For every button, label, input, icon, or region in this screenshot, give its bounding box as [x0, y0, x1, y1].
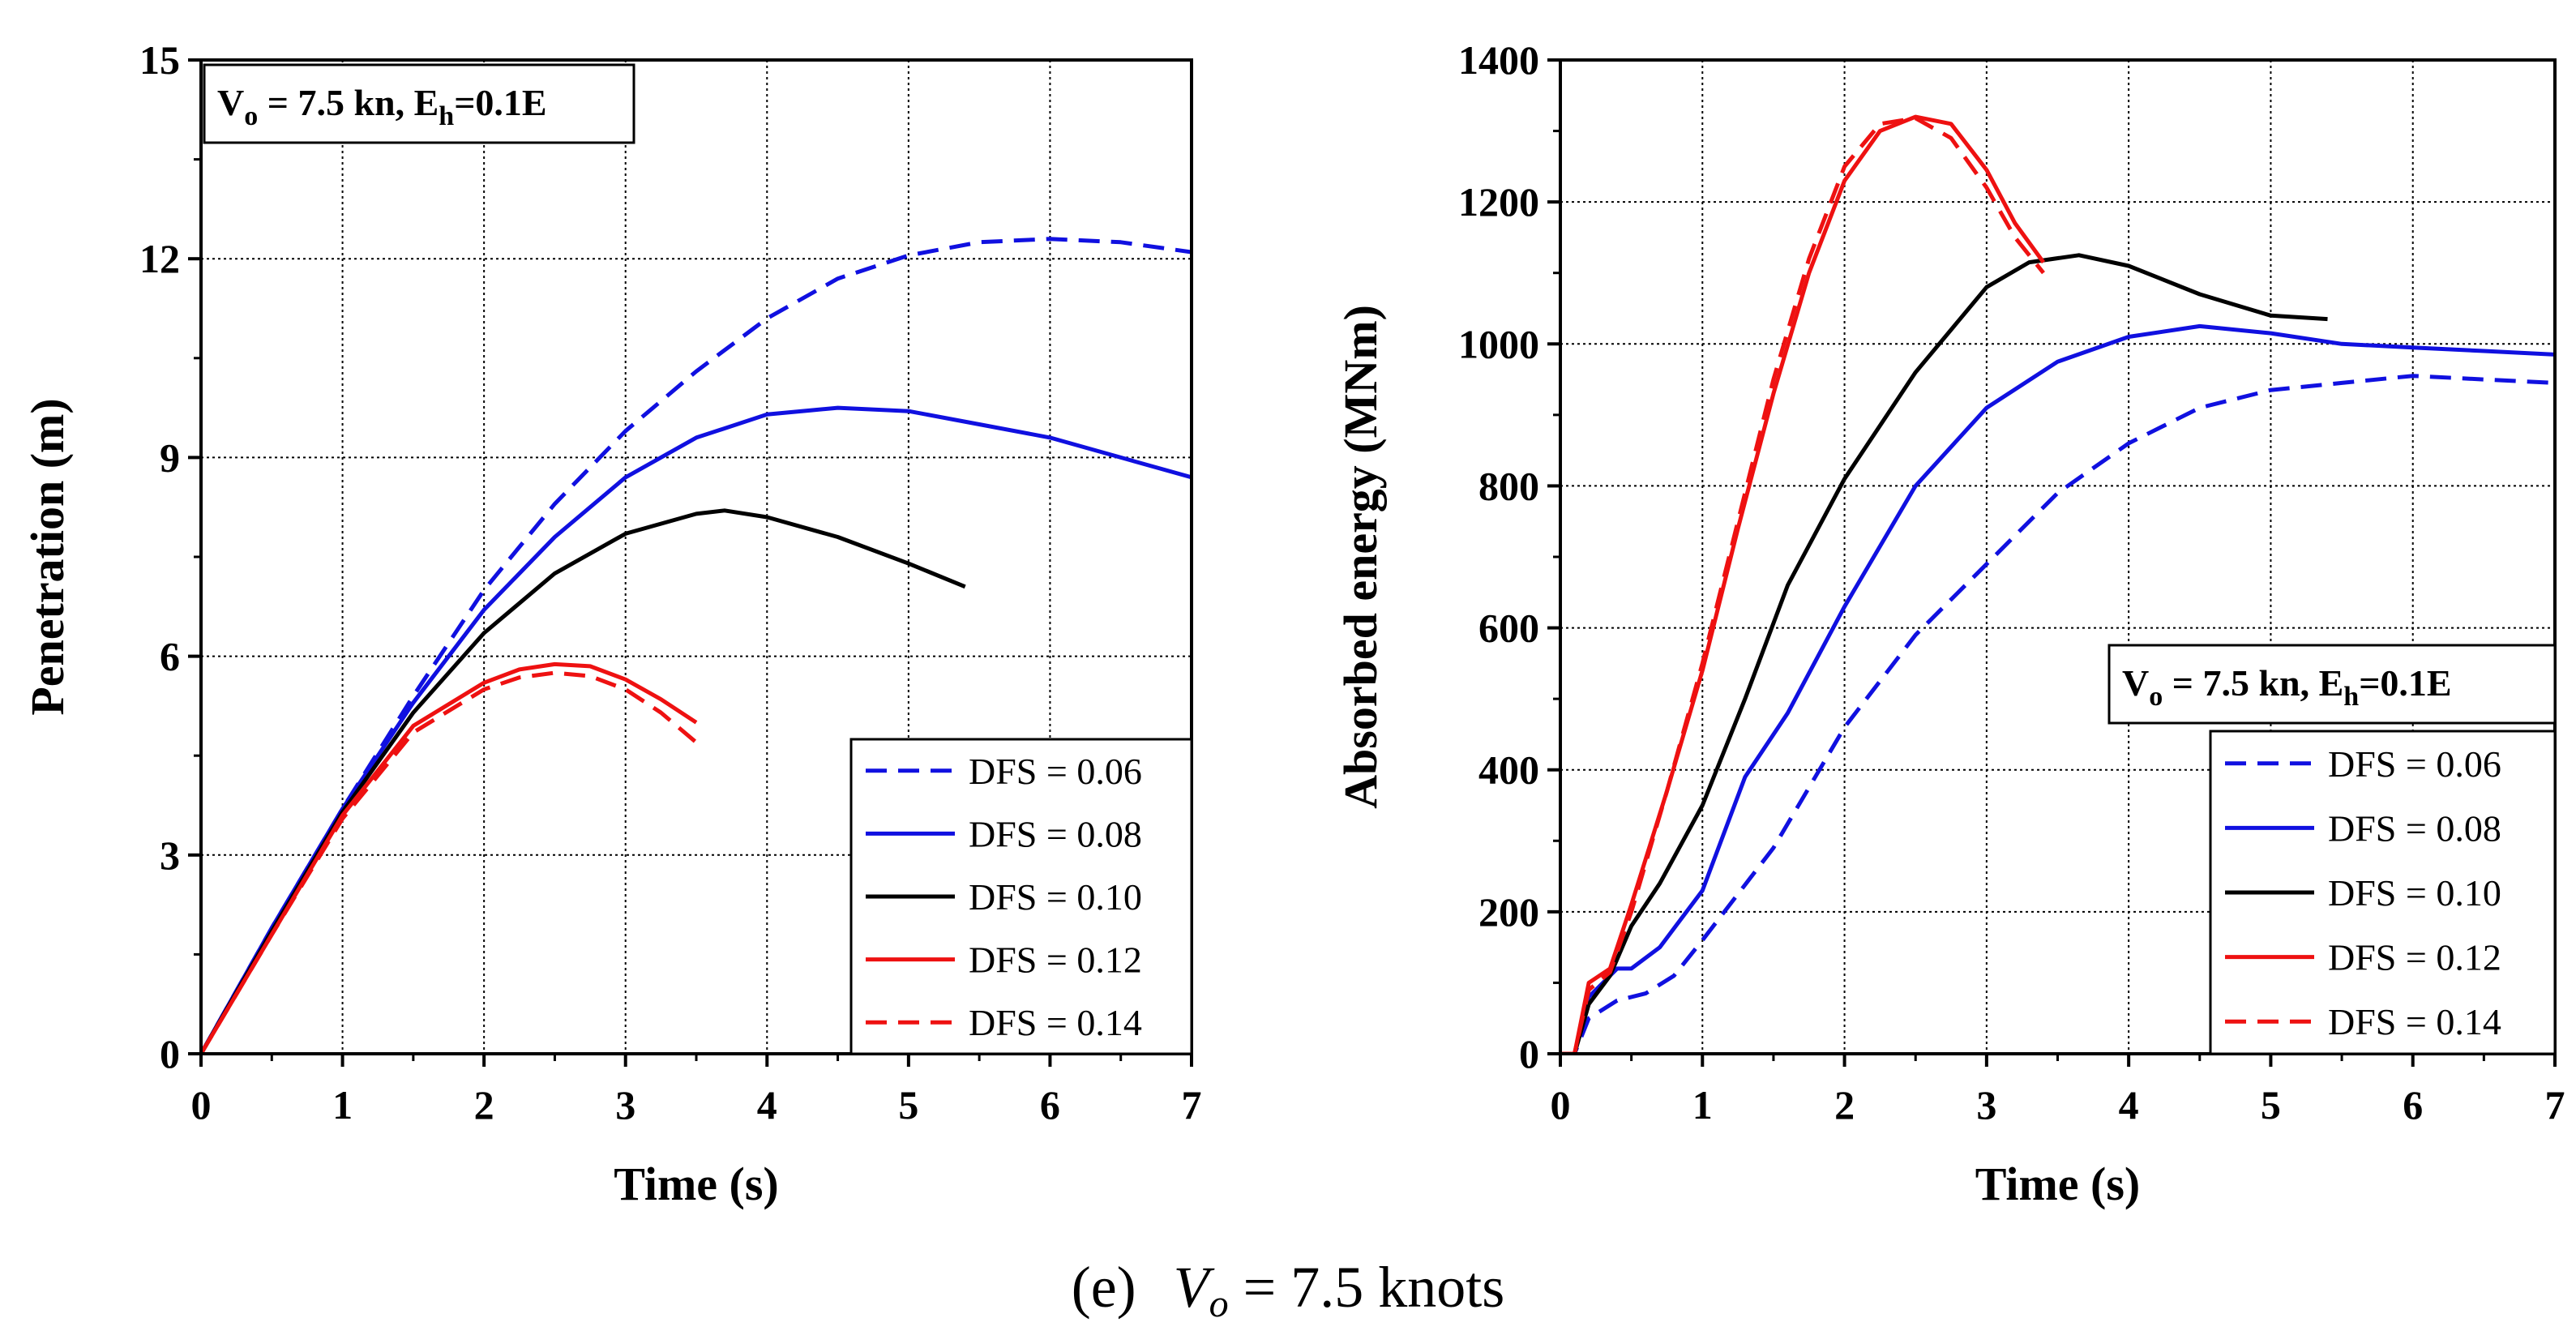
caption-value: = 7.5 knots: [1229, 1255, 1505, 1320]
plot-frame: [199, 58, 1193, 1055]
annotation-speed: = 7.5 kn, E: [2163, 662, 2343, 704]
y-tick-label: 600: [1478, 606, 1539, 651]
y-tick-label: 0: [1519, 1031, 1539, 1076]
y-tick-label: 9: [160, 434, 180, 480]
legend-entry-4: DFS = 0.12: [969, 939, 1142, 981]
x-tick-label: 6: [1040, 1082, 1060, 1128]
annotation-subscript-o: o: [2149, 682, 2163, 712]
y-tick-label: 200: [1478, 889, 1539, 935]
x-axis-label: Time (s): [614, 1158, 779, 1210]
series-line-3: [201, 508, 966, 1054]
x-tick-label: 5: [2261, 1082, 2281, 1128]
annotation-speed: = 7.5 kn, E: [258, 82, 439, 123]
x-tick-label: 3: [1976, 1082, 1996, 1128]
x-tick-label: 2: [474, 1082, 494, 1128]
series-line-1: [1560, 374, 2555, 1054]
series-line-5: [1560, 116, 2045, 1054]
x-tick-label: 7: [1182, 1082, 1202, 1128]
x-tick-label: 0: [1551, 1082, 1571, 1128]
series-line-3: [1560, 253, 2328, 1054]
legend-entry-2: DFS = 0.08: [2328, 807, 2501, 849]
series-line-2: [201, 405, 1192, 1054]
annotation-energy: =0.1E: [454, 82, 546, 123]
x-tick-label: 5: [898, 1082, 918, 1128]
absorbed-energy-chart: 0 1 2 3 4 5 6 7 0 200 400 600 800 1000 1200 1400 Time (s…: [1334, 37, 2565, 1210]
y-tick-label: 0: [160, 1031, 180, 1076]
caption-variable: V: [1174, 1255, 1215, 1320]
annotation-subscript-h: h: [2343, 682, 2359, 712]
y-tick-label: 400: [1478, 747, 1539, 793]
plot-frame: [1559, 58, 2557, 1055]
x-axis-label: Time (s): [1975, 1158, 2141, 1210]
y-tick-label: 12: [139, 236, 180, 281]
y-tick-label: 3: [160, 832, 180, 878]
y-tick-label: 1000: [1458, 321, 1539, 366]
caption-label: (e): [1072, 1255, 1136, 1320]
legend-entry-5: DFS = 0.14: [2328, 1001, 2501, 1042]
x-tick-label: 4: [2119, 1082, 2139, 1128]
annotation-variable: V: [217, 82, 244, 123]
y-axis-label: Penetration (m): [21, 398, 74, 715]
series-line-5: [201, 670, 698, 1054]
legend-entry-3: DFS = 0.10: [2328, 872, 2501, 914]
y-tick-label: 15: [139, 37, 180, 83]
legend-entry-5: DFS = 0.14: [969, 1002, 1142, 1043]
y-tick-label: 1400: [1458, 37, 1539, 83]
figure-caption: (e) Vo = 7.5 knots: [1072, 1255, 1505, 1325]
annotation-text: Vo = 7.5 kn, Eh=0.1E: [2122, 662, 2452, 712]
legend-entry-3: DFS = 0.10: [969, 876, 1142, 918]
x-tick-label: 6: [2403, 1082, 2423, 1128]
annotation-text: Vo = 7.5 kn, Eh=0.1E: [217, 82, 547, 131]
annotation-box: [2107, 644, 2557, 725]
x-tick-label: 2: [1834, 1082, 1855, 1128]
annotation-variable: V: [2122, 662, 2149, 704]
series-line-4: [201, 661, 698, 1054]
y-axis-label: Absorbed energy (MNm): [1334, 305, 1387, 809]
series-line-4: [1560, 114, 2046, 1054]
y-tick-label: 6: [160, 634, 180, 679]
annotation-subscript-o: o: [244, 101, 258, 131]
x-tick-label: 7: [2545, 1082, 2565, 1128]
annotation-subscript-h: h: [439, 101, 454, 131]
legend-entry-2: DFS = 0.08: [969, 813, 1142, 854]
x-tick-label: 0: [191, 1082, 212, 1128]
x-tick-label: 1: [332, 1082, 353, 1128]
x-tick-label: 4: [757, 1082, 777, 1128]
x-tick-label: 1: [1692, 1082, 1713, 1128]
legend-entry-4: DFS = 0.12: [2328, 937, 2501, 978]
y-tick-label: 1200: [1458, 179, 1539, 225]
legend-entry-1: DFS = 0.06: [969, 751, 1142, 792]
annotation-box: [203, 63, 635, 144]
annotation-energy: =0.1E: [2359, 662, 2451, 704]
y-tick-label: 800: [1478, 463, 1539, 508]
legend-entry-1: DFS = 0.06: [2328, 743, 2501, 785]
caption-variable-subscript: o: [1209, 1282, 1229, 1325]
x-tick-label: 3: [615, 1082, 635, 1128]
